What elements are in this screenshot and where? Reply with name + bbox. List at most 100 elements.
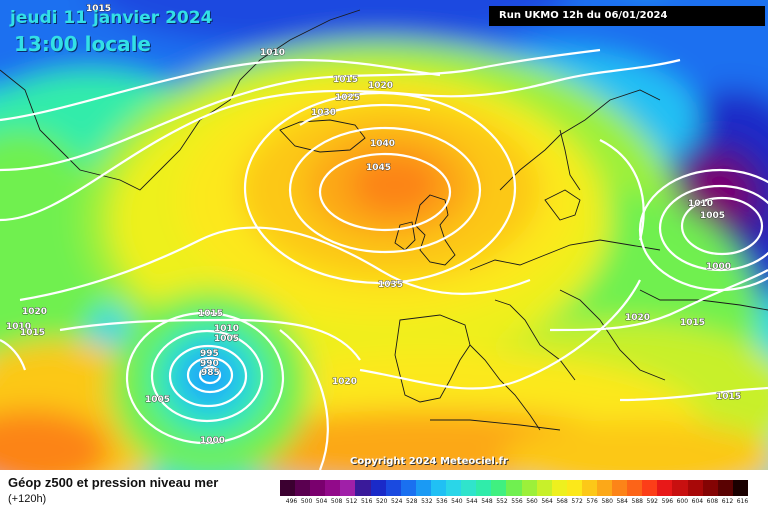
color-scale (280, 480, 748, 496)
scale-tick-label: 524 (391, 498, 403, 505)
legend-title: Géop z500 et pression niveau mer (8, 475, 219, 490)
isobar-label: 1035 (378, 280, 403, 290)
isobar-labels: 1015 1010 1015 1020 1025 1030 1040 1045 … (6, 4, 742, 447)
isobar-label: 1030 (311, 108, 336, 118)
scale-tick-label: 496 (285, 498, 298, 505)
scale-swatch (446, 480, 462, 496)
scale-swatch (732, 480, 748, 496)
scale-tick-label: 572 (571, 498, 583, 505)
isobar-label: 1015 (198, 309, 223, 319)
scale-swatch (295, 480, 311, 496)
scale-tick-label: 556 (511, 498, 523, 505)
scale-swatch (672, 480, 688, 496)
scale-swatch (581, 480, 597, 496)
model-run-label: Run UKMO 12h du 06/01/2024 (489, 6, 765, 26)
scale-tick-label: 576 (586, 498, 598, 505)
isobar-label: 1020 (625, 313, 650, 323)
scale-swatch (596, 480, 613, 496)
scale-swatch (325, 480, 341, 496)
copyright-text: Copyright 2024 Meteociel.fr (350, 456, 508, 467)
scale-swatch (280, 480, 296, 496)
scale-swatch (657, 480, 673, 496)
scale-tick-label: 528 (406, 498, 418, 505)
isobar-label: 1020 (332, 377, 357, 387)
scale-swatch (687, 480, 703, 496)
scale-swatch (566, 480, 582, 496)
scale-swatch (702, 480, 718, 496)
isobar-label: 990 (200, 359, 219, 369)
scale-tick-label: 600 (676, 498, 689, 505)
isobar-label: 995 (200, 349, 219, 359)
isobar-label: 1010 (214, 324, 239, 334)
scale-tick-label: 616 (736, 498, 749, 505)
isobar-label: 1015 (86, 4, 111, 14)
geopotential-field (0, 0, 768, 470)
isobar-label: 1000 (706, 262, 731, 272)
scale-swatch (385, 480, 401, 496)
isobar-label: 1045 (366, 163, 391, 173)
isobar-label: 1005 (214, 334, 239, 344)
scale-swatch (551, 480, 567, 496)
isobar-label: 1020 (22, 307, 47, 317)
scale-tick-label: 544 (466, 498, 478, 505)
isobar-label: 1005 (700, 211, 725, 221)
scale-swatch (642, 480, 658, 496)
scale-swatch (430, 480, 447, 496)
scale-tick-label: 512 (345, 498, 358, 505)
scale-swatch (521, 480, 537, 496)
scale-tick-label: 520 (375, 498, 388, 505)
scale-swatch (355, 480, 371, 496)
scale-tick-label: 584 (616, 498, 628, 505)
scale-swatch (536, 480, 552, 496)
scale-tick-label: 588 (631, 498, 643, 505)
isobar-label: 985 (201, 368, 220, 378)
scale-tick-label: 596 (661, 498, 674, 505)
scale-swatch (491, 480, 507, 496)
coastlines (0, 9, 768, 431)
scale-tick-label: 540 (451, 498, 463, 505)
scale-swatch (612, 480, 628, 496)
legend-footer: Géop z500 et pression niveau mer (+120h)… (0, 470, 768, 512)
color-scale-ticks: 496 500 504 508 512 516 520 524 528 532 536 540 544 5… (284, 498, 750, 508)
scale-tick-label: 604 (691, 498, 704, 505)
scale-swatch (506, 480, 522, 496)
scale-tick-label: 500 (300, 498, 313, 505)
isobars (0, 48, 768, 470)
scale-tick-label: 532 (421, 498, 433, 505)
scale-tick-label: 504 (315, 498, 328, 505)
isobar-label: 1015 (680, 318, 705, 328)
scale-tick-label: 560 (526, 498, 538, 505)
scale-swatch (310, 480, 326, 496)
isobar-label: 1000 (200, 436, 225, 446)
scale-swatch (370, 480, 386, 496)
scale-tick-label: 564 (541, 498, 553, 505)
scale-tick-label: 552 (496, 498, 508, 505)
forecast-date: jeudi 11 janvier 2024 (10, 8, 213, 28)
scale-tick-label: 508 (330, 498, 343, 505)
scale-swatch (400, 480, 416, 496)
isobar-label: 1005 (145, 395, 170, 405)
map-canvas: 1015 1010 1015 1020 1025 1030 1040 1045 … (0, 0, 768, 470)
isobar-label: 1010 (6, 322, 31, 332)
forecast-time: 13:00 locale (14, 32, 151, 56)
scale-swatch (415, 480, 431, 496)
isobar-label: 1020 (368, 81, 393, 91)
scale-swatch (476, 480, 492, 496)
scale-swatch (340, 480, 356, 496)
isobar-label: 1010 (260, 48, 285, 58)
scale-tick-label: 568 (556, 498, 568, 505)
scale-tick-label: 536 (436, 498, 448, 505)
scale-tick-label: 592 (646, 498, 658, 505)
forecast-lead-time: (+120h) (8, 493, 47, 505)
scale-swatch (461, 480, 477, 496)
isobar-label: 1025 (335, 93, 360, 103)
isobar-label: 1015 (20, 328, 45, 338)
scale-tick-label: 612 (721, 498, 734, 505)
isobar-label: 1015 (716, 392, 741, 402)
isobar-label: 1010 (688, 199, 713, 209)
isobar-label: 1015 (333, 75, 358, 85)
isobar-label: 1040 (370, 139, 395, 149)
scale-swatch (717, 480, 733, 496)
scale-tick-label: 516 (360, 498, 373, 505)
scale-tick-label: 580 (601, 498, 613, 505)
